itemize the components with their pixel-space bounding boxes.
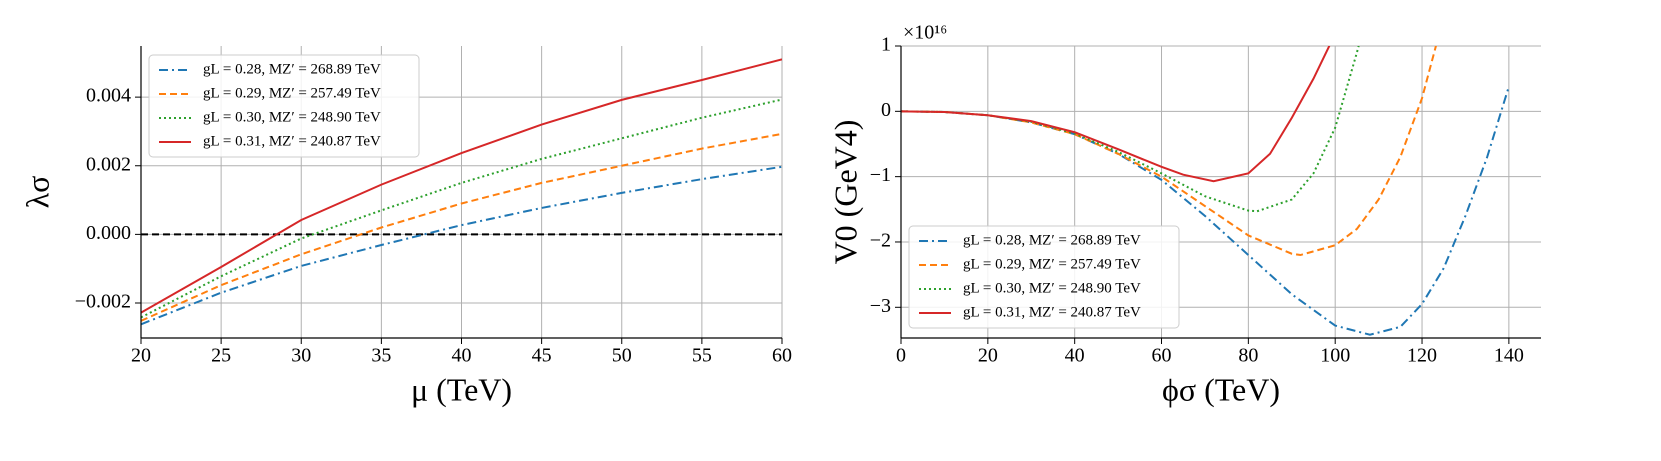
- x-tick-label: 60: [772, 345, 792, 367]
- x-tick-label: 140: [1494, 345, 1524, 367]
- legend-label: gL = 0.29, MZ′ = 257.49 TeV: [203, 85, 381, 101]
- chart: 0 20 40 60 80 100 120 140 −3 −2 −1 0 1 ϕσ (TeV) V0 (Ge…: [827, 22, 1541, 407]
- x-tick-label: 40: [1065, 345, 1085, 367]
- legend-label: gL = 0.31, MZ′ = 240.87 TeV: [203, 133, 381, 149]
- y-axis-label: λσ: [19, 176, 55, 209]
- legend-box: [148, 54, 420, 158]
- y-tick-label: 0.002: [86, 153, 131, 175]
- y-tick-label: −3: [870, 295, 891, 317]
- y-scale-label: ×10¹⁶: [903, 22, 947, 44]
- y-tick-label: −0.002: [75, 291, 131, 313]
- series-line: [901, 46, 1437, 257]
- x-tick-label: 40: [452, 345, 472, 367]
- legend-label: gL = 0.30, MZ′ = 248.90 TeV: [963, 280, 1141, 296]
- legend-label: gL = 0.30, MZ′ = 248.90 TeV: [203, 109, 381, 125]
- x-tick-label: 120: [1407, 345, 1437, 367]
- series-line: [141, 165, 782, 326]
- legend-label: gL = 0.28, MZ′ = 268.89 TeV: [203, 61, 381, 77]
- y-axis-label: V0 (GeV4): [827, 120, 863, 265]
- x-tick-label: 25: [211, 345, 231, 367]
- y-tick-label: 0.004: [86, 85, 131, 107]
- series-line: [901, 86, 1510, 336]
- series-line: [901, 46, 1331, 183]
- x-tick-label: 100: [1320, 345, 1350, 367]
- x-tick-label: 60: [1152, 345, 1172, 367]
- x-tick-label: 30: [291, 345, 311, 367]
- x-tick-label: 0: [896, 345, 906, 367]
- legend: gL = 0.28, MZ′ = 268.89 TeV gL = 0.29, MZ…: [148, 54, 420, 158]
- x-axis-label: ϕσ (TeV): [1162, 371, 1280, 407]
- x-tick-label: 55: [692, 345, 712, 367]
- x-tick-label: 20: [131, 345, 151, 367]
- legend-label: gL = 0.31, MZ′ = 240.87 TeV: [963, 304, 1141, 320]
- y-tick-label: −2: [870, 230, 891, 252]
- y-tick-label: 0: [881, 99, 891, 121]
- plot-area: [141, 58, 782, 326]
- legend-label: gL = 0.29, MZ′ = 257.49 TeV: [963, 256, 1141, 272]
- x-tick-label: 35: [371, 345, 391, 367]
- y-tick-label: 1: [881, 34, 891, 56]
- series-line: [141, 132, 782, 322]
- x-axis-label: μ (TeV): [411, 371, 512, 407]
- plot-area: [901, 46, 1510, 336]
- x-tick-label: 20: [978, 345, 998, 367]
- y-tick-label: 0.000: [86, 222, 131, 244]
- chart: 20 25 30 35 40 45 50 55 60 −0.002 0.000 0.002 0.004 μ…: [19, 46, 792, 407]
- x-tick-label: 80: [1238, 345, 1258, 367]
- legend-label: gL = 0.28, MZ′ = 268.89 TeV: [963, 232, 1141, 248]
- legend-box: [908, 225, 1180, 329]
- x-tick-label: 50: [612, 345, 632, 367]
- x-tick-label: 45: [532, 345, 552, 367]
- legend: gL = 0.28, MZ′ = 268.89 TeV gL = 0.29, MZ…: [908, 225, 1180, 329]
- series-line: [901, 46, 1360, 213]
- y-tick-label: −1: [870, 164, 891, 186]
- series-line: [141, 58, 782, 314]
